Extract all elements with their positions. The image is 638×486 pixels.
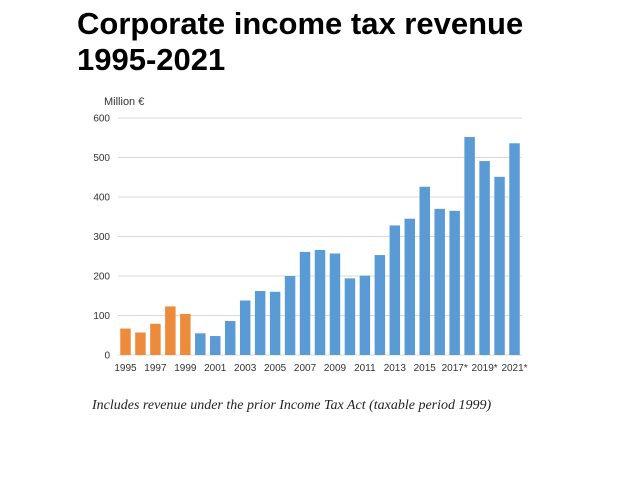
bar-2006 — [284, 276, 296, 355]
y-axis-label: Million € — [104, 96, 144, 108]
bar-1997 — [150, 323, 161, 355]
x-tick-label: 2019* — [472, 363, 498, 374]
x-tick-label: 2015 — [414, 363, 437, 374]
x-tick-label: 1999 — [174, 363, 197, 374]
y-tick-label: 0 — [104, 351, 110, 362]
bar-2008 — [314, 249, 326, 355]
y-tick-label: 400 — [93, 193, 110, 204]
bar-2010 — [344, 278, 356, 355]
bar-1998 — [165, 306, 176, 355]
bar-2013 — [389, 225, 401, 355]
bar-2007 — [299, 251, 311, 355]
bar-1996 — [135, 332, 146, 355]
x-tick-label: 2013 — [384, 363, 407, 374]
x-tick-label: 2007 — [294, 363, 317, 374]
bar-2003 — [239, 300, 251, 355]
title-line-1: Corporate income tax revenue — [77, 6, 524, 41]
y-tick-label: 500 — [93, 153, 110, 164]
slide-title: Corporate income tax revenue 1995-2021 — [77, 6, 617, 78]
x-tick-label: 1995 — [114, 363, 137, 374]
bar-2020-est — [494, 176, 505, 355]
bar-2019-est — [479, 161, 490, 355]
bar-2021-est — [509, 143, 520, 355]
bar-1999 — [180, 313, 191, 355]
x-tick-label: 2011 — [354, 363, 376, 374]
footnote: Includes revenue under the prior Income … — [92, 398, 492, 413]
bar-2018-est — [464, 136, 475, 355]
x-tick-label: 2009 — [324, 363, 347, 374]
x-tick-label: 2017* — [442, 363, 468, 374]
bar-2002 — [224, 321, 236, 355]
x-tick-label: 1997 — [144, 363, 167, 374]
y-tick-label: 300 — [93, 232, 110, 243]
bar-1995 — [120, 328, 131, 355]
bars — [120, 136, 520, 355]
bar-2017-est — [449, 210, 460, 355]
bar-2001 — [210, 336, 221, 355]
x-tick-label: 2001 — [204, 363, 227, 374]
bar-2015 — [419, 186, 430, 355]
x-tick-label: 2005 — [264, 363, 287, 374]
x-tick-label: 2021* — [501, 363, 527, 374]
y-tick-label: 600 — [93, 114, 110, 125]
bar-2012 — [374, 255, 386, 355]
x-tick-label: 2003 — [234, 363, 257, 374]
bar-2004 — [254, 291, 266, 355]
bar-2011 — [359, 275, 371, 355]
x-axis-ticks: 1995 1997 1999 2001 2003 2005 2007 2009 2011 2013… — [114, 363, 527, 374]
y-tick-label: 100 — [93, 311, 110, 322]
y-tick-label: 200 — [93, 272, 110, 283]
bar-2014 — [404, 218, 416, 355]
bar-2000 — [195, 333, 206, 355]
title-line-2: 1995-2021 — [77, 42, 226, 77]
y-axis-ticks: 0 100 200 300 400 500 600 — [93, 114, 110, 362]
bar-2005 — [269, 291, 281, 355]
bar-2009 — [329, 253, 341, 355]
bar-2016 — [434, 208, 445, 355]
